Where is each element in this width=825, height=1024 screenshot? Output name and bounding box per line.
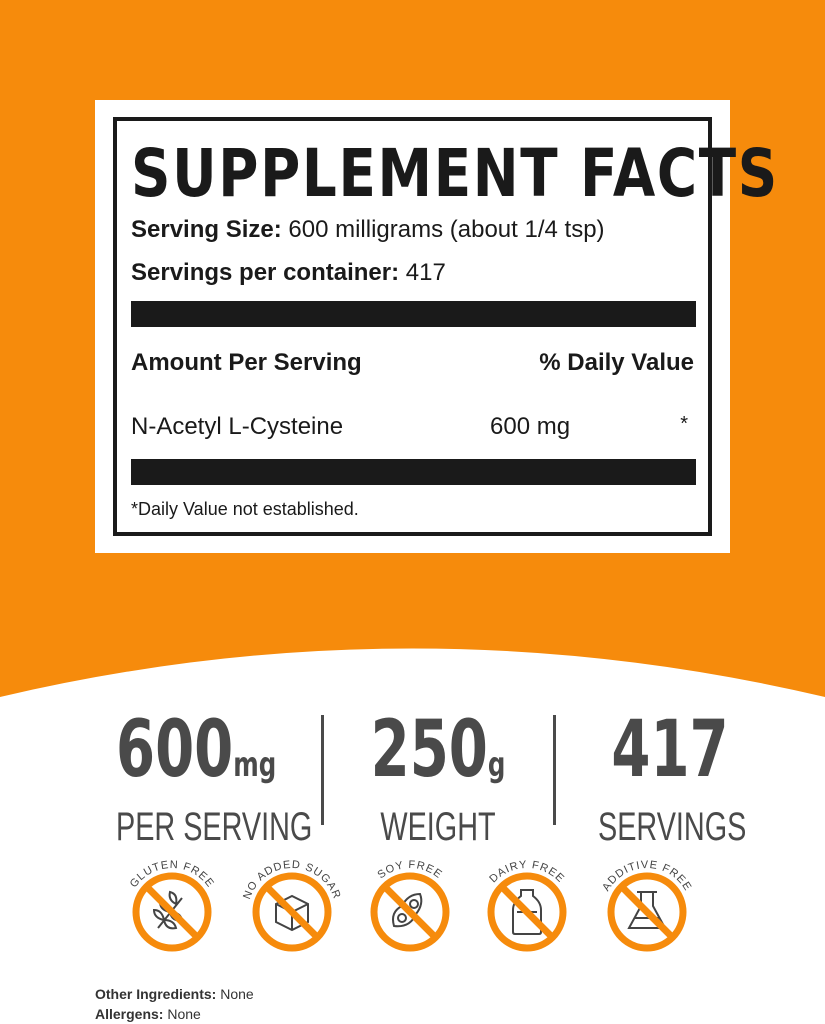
footnote: *Daily Value not established. — [131, 499, 359, 519]
prohibition-slash — [619, 884, 675, 940]
ingredient-amount: 600 mg — [490, 413, 571, 440]
stat-weight: 250g WEIGHT — [370, 705, 506, 849]
stat-divider — [553, 715, 556, 825]
stat-servings: 417 SERVINGS — [598, 705, 747, 849]
servings-per-container: Servings per container: 417 — [131, 259, 446, 286]
badge-additive-free: ADDITIVE FREE — [600, 859, 693, 952]
prohibition-circle — [607, 872, 687, 952]
soybean-icon — [392, 892, 423, 928]
serving-size: Serving Size: 600 milligrams (about 1/4 … — [131, 216, 605, 243]
prohibition-slash — [499, 884, 555, 940]
divider-bar — [131, 459, 696, 485]
badge-label: NO ADDED SUGAR — [241, 859, 343, 901]
supplement-facts-label: SUPPLEMENT FACTS Serving Size: 600 milli… — [95, 100, 777, 553]
other-ingredients: Other Ingredients: None — [95, 986, 254, 1002]
badge-dairy-free: DAIRY FREE — [487, 859, 567, 952]
allergens: Allergens: None — [95, 1006, 201, 1022]
divider-bar — [131, 301, 696, 327]
ingredient-dv: * — [680, 413, 688, 435]
label-title: SUPPLEMENT FACTS — [131, 135, 779, 212]
badge-label: DAIRY FREE — [487, 859, 567, 886]
badge-gluten-free: GLUTEN FREE — [128, 859, 215, 952]
prohibition-circle — [370, 872, 450, 952]
amount-header: Amount Per Serving — [131, 349, 362, 376]
badge-no-added-sugar: NO ADDED SUGAR — [241, 859, 343, 952]
dv-header: % Daily Value — [539, 349, 694, 376]
stat-per-serving: 600mg PER SERVING — [116, 705, 313, 849]
ingredient-name: N-Acetyl L-Cysteine — [131, 413, 344, 440]
prohibition-slash — [382, 884, 438, 940]
prohibition-circle — [487, 872, 567, 952]
badge-soy-free: SOY FREE — [370, 859, 450, 952]
prohibition-slash — [144, 884, 200, 940]
prohibition-circle — [252, 872, 332, 952]
prohibition-circle — [132, 872, 212, 952]
free-from-badges: GLUTEN FREE NO ADDED SUGAR SOY FREE DAIRY F… — [128, 859, 693, 952]
prohibition-slash — [264, 884, 320, 940]
stat-divider — [321, 715, 324, 825]
